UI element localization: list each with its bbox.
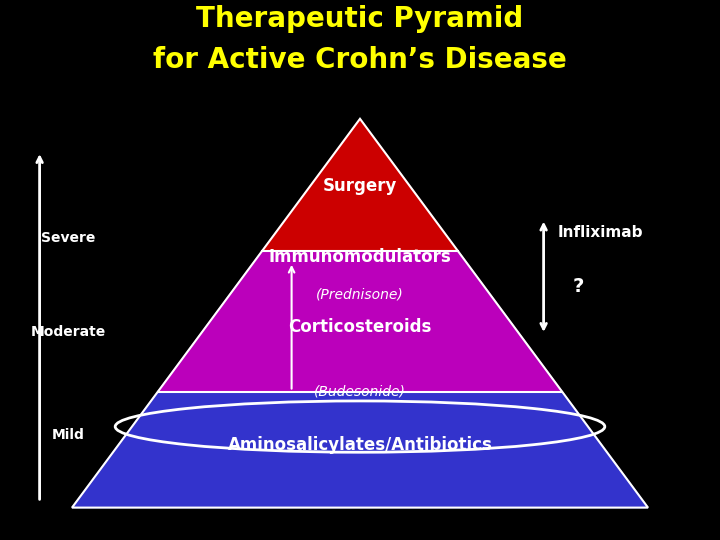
Text: Surgery: Surgery bbox=[323, 177, 397, 195]
Text: Severe: Severe bbox=[41, 231, 96, 245]
Text: Therapeutic Pyramid: Therapeutic Pyramid bbox=[197, 5, 523, 33]
Text: (Budesonide): (Budesonide) bbox=[314, 384, 406, 399]
Text: Mild: Mild bbox=[52, 428, 85, 442]
Text: (Prednisone): (Prednisone) bbox=[316, 287, 404, 301]
Polygon shape bbox=[72, 392, 648, 508]
Text: for Active Crohn’s Disease: for Active Crohn’s Disease bbox=[153, 46, 567, 74]
Text: Aminosalicylates/Antibiotics: Aminosalicylates/Antibiotics bbox=[228, 436, 492, 455]
Text: ?: ? bbox=[572, 276, 584, 296]
Polygon shape bbox=[262, 119, 458, 251]
Text: Moderate: Moderate bbox=[31, 325, 106, 339]
Text: Infliximab: Infliximab bbox=[558, 225, 644, 240]
Text: Immunomodulators: Immunomodulators bbox=[269, 247, 451, 266]
Polygon shape bbox=[158, 251, 562, 392]
Text: Corticosteroids: Corticosteroids bbox=[288, 318, 432, 336]
